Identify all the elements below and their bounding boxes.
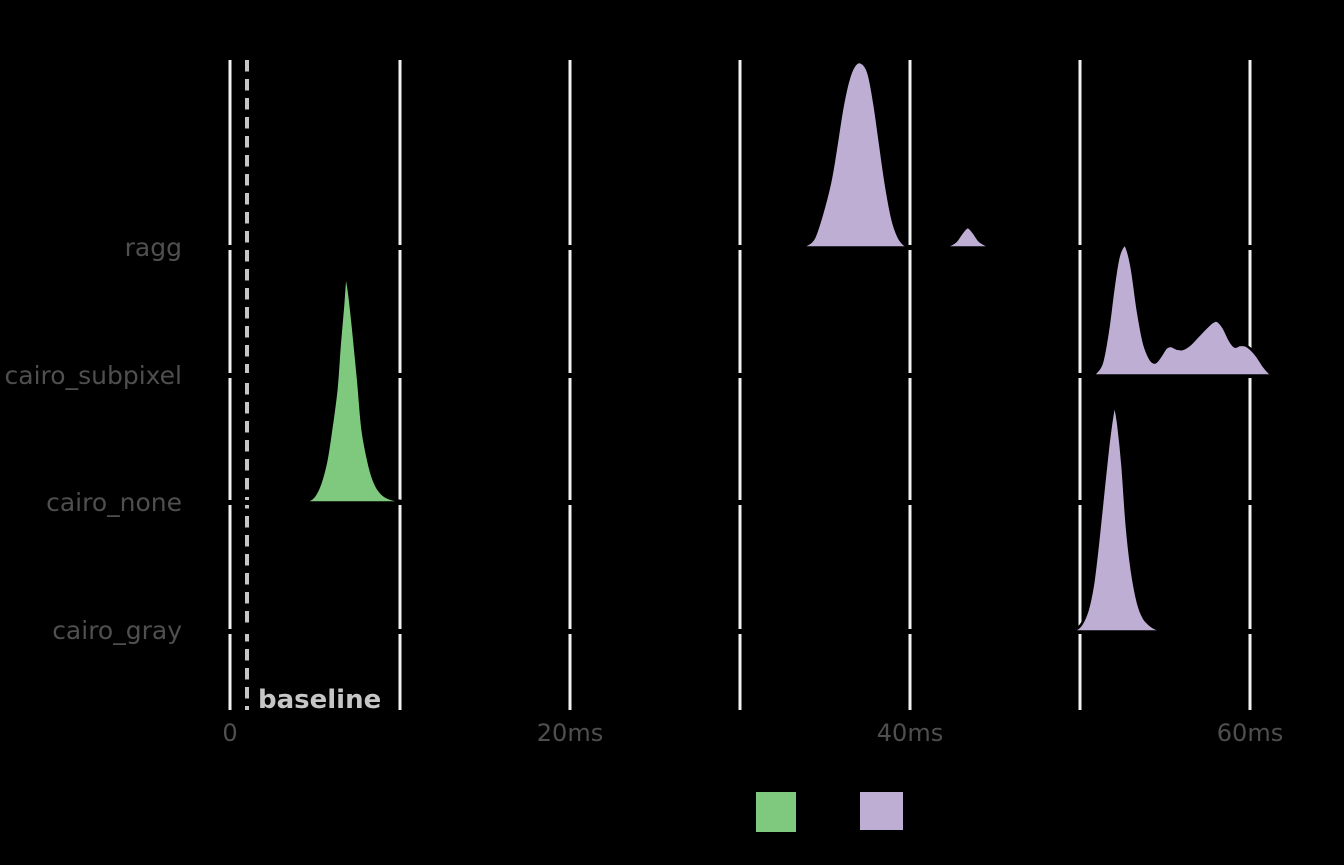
x-tick-label-0: 0 [222, 719, 237, 747]
density-cairo_subpixel [1088, 243, 1275, 377]
density-cairo_none [298, 274, 423, 504]
y-axis-label-cairo-gray: cairo_gray [52, 616, 182, 645]
x-tick-label-40ms: 40ms [877, 719, 943, 747]
legend-swatch-green [756, 792, 796, 832]
y-axis-label-ragg: ragg [125, 233, 182, 262]
y-axis-label-cairo-subpixel: cairo_subpixel [5, 361, 182, 390]
gridlines-layer [228, 60, 1252, 710]
density-cairo_gray [1066, 405, 1170, 633]
legend [756, 792, 903, 832]
baseline-annotation-label: baseline [258, 685, 381, 715]
x-tick-label-60ms: 60ms [1217, 719, 1283, 747]
x-tick-label-20ms: 20ms [537, 719, 603, 747]
y-axis-label-cairo-none: cairo_none [46, 488, 182, 517]
legend-swatch-purple [860, 792, 903, 830]
density-ragg-lobe1 [796, 60, 913, 249]
density-ragg-lobe2 [941, 225, 996, 249]
densities-layer [298, 60, 1275, 633]
